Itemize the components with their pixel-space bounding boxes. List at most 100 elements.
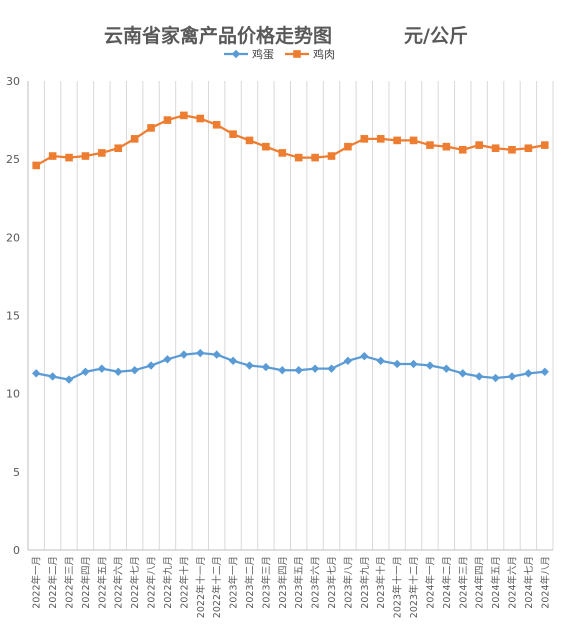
data-point xyxy=(294,153,303,162)
data-point xyxy=(360,351,369,361)
x-tick-label: 2023年九月 xyxy=(359,556,371,609)
x-tick-label: 2023年四月 xyxy=(277,556,289,609)
data-point xyxy=(65,153,73,162)
data-point xyxy=(376,356,385,366)
x-tick-label: 2023年八月 xyxy=(342,556,354,609)
data-point xyxy=(196,348,205,358)
data-point xyxy=(114,367,123,376)
data-point xyxy=(196,114,205,123)
data-point xyxy=(278,149,287,157)
data-point xyxy=(114,144,123,153)
grid-lines xyxy=(27,81,554,550)
x-tick-label: 2024年八月 xyxy=(539,556,551,609)
data-point xyxy=(426,141,434,149)
data-point xyxy=(32,369,41,378)
x-tick-label: 2023年七月 xyxy=(326,556,338,609)
x-tick-label: 2024年六月 xyxy=(506,556,518,609)
x-axis-ticks: 2022年一月 2022年二月 2022年三月 2022年四月 2022年五月 2022年… xyxy=(31,556,552,618)
data-point xyxy=(327,364,336,373)
legend: 鸡蛋 鸡肉 xyxy=(224,47,335,61)
data-point xyxy=(474,372,484,381)
data-point xyxy=(508,145,516,154)
axes xyxy=(27,81,553,551)
data-point xyxy=(409,136,418,145)
x-tick-label: 2024年一月 xyxy=(424,556,436,609)
data-point xyxy=(48,152,57,160)
data-point xyxy=(147,124,155,132)
series-2 xyxy=(32,111,549,170)
y-tick-label: 25 xyxy=(6,153,20,166)
data-point xyxy=(146,361,156,370)
data-point xyxy=(393,136,401,145)
y-tick-label: 10 xyxy=(6,388,20,401)
data-point xyxy=(425,361,435,370)
legend-label: 鸡肉 xyxy=(313,47,335,61)
x-tick-label: 2023年一月 xyxy=(228,556,240,609)
data-point xyxy=(229,130,237,138)
data-point xyxy=(507,372,517,381)
y-tick-label: 20 xyxy=(6,231,20,244)
x-tick-label: 2022年八月 xyxy=(146,556,158,609)
data-point xyxy=(475,141,483,149)
data-point xyxy=(540,367,549,376)
data-point xyxy=(458,145,467,154)
y-tick-label: 30 xyxy=(6,75,20,88)
x-tick-label: 2022年七月 xyxy=(129,556,141,609)
data-point xyxy=(97,364,107,373)
legend-entry-1: 鸡蛋 xyxy=(224,47,274,61)
data-point xyxy=(310,364,320,373)
x-tick-label: 2023年五月 xyxy=(293,556,305,609)
data-point xyxy=(540,141,549,149)
data-point xyxy=(524,369,533,378)
data-point xyxy=(64,375,74,384)
x-tick-label: 2023年十月 xyxy=(375,556,387,609)
data-point xyxy=(212,120,221,129)
legend-label: 鸡蛋 xyxy=(252,47,274,61)
x-tick-label: 2023年十一月 xyxy=(392,556,404,618)
data-point xyxy=(130,366,139,375)
x-tick-label: 2024年四月 xyxy=(474,556,486,609)
data-point xyxy=(344,142,352,151)
x-tick-label: 2024年七月 xyxy=(523,556,535,609)
data-point xyxy=(261,362,271,372)
data-point xyxy=(48,372,57,381)
y-tick-label: 5 xyxy=(13,466,20,479)
x-tick-label: 2022年三月 xyxy=(64,556,76,609)
data-point xyxy=(278,366,287,375)
data-point xyxy=(524,144,533,153)
x-tick-label: 2023年三月 xyxy=(260,556,272,609)
data-point xyxy=(32,161,41,170)
data-point xyxy=(180,111,188,120)
data-point xyxy=(409,359,418,369)
y-axis-ticks: 0 5 10 15 20 25 30 xyxy=(6,75,20,557)
data-point xyxy=(392,359,402,369)
data-point xyxy=(327,152,336,160)
chart-title: 云南省家禽产品价格走势图 xyxy=(104,24,332,47)
data-point xyxy=(245,361,254,370)
data-point xyxy=(163,355,172,364)
x-tick-label: 2023年六月 xyxy=(310,556,322,609)
y-tick-label: 15 xyxy=(6,310,20,323)
x-tick-label: 2022年一月 xyxy=(31,556,43,609)
data-point xyxy=(311,153,319,162)
x-tick-label: 2022年十一月 xyxy=(195,556,207,618)
data-point xyxy=(458,369,467,378)
legend-marker xyxy=(293,50,301,58)
data-point xyxy=(491,373,500,383)
data-point xyxy=(491,144,500,153)
chart-unit-label: 元/公斤 xyxy=(404,25,468,47)
data-point xyxy=(442,142,451,151)
data-point xyxy=(442,364,451,373)
data-point xyxy=(343,356,353,366)
data-point xyxy=(294,366,303,375)
x-tick-label: 2024年二月 xyxy=(441,556,453,609)
series-layer xyxy=(32,111,549,384)
data-point xyxy=(262,142,270,151)
x-tick-label: 2024年五月 xyxy=(490,556,502,609)
data-point xyxy=(212,350,221,359)
x-tick-label: 2024年三月 xyxy=(457,556,469,609)
x-tick-label: 2022年六月 xyxy=(113,556,125,609)
y-tick-label: 0 xyxy=(13,544,20,557)
